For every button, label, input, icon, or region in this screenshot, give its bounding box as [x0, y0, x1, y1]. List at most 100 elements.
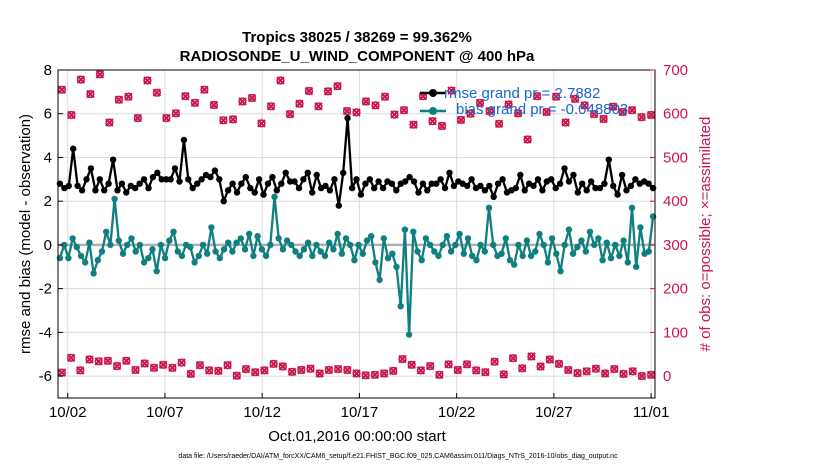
bias-point-40 — [225, 239, 232, 246]
obs-low-assimilated-57 — [582, 367, 591, 376]
bias-point-4 — [73, 243, 81, 251]
rmse-point-113 — [556, 180, 564, 187]
obs-low-possible-20 — [241, 365, 251, 374]
bias-point-17 — [128, 235, 135, 242]
bias-point-50 — [267, 241, 274, 249]
obs-high-assimilated-34 — [380, 92, 390, 101]
rmse-point-76 — [393, 187, 400, 194]
obs-high-assimilated-19 — [238, 97, 247, 106]
bias-point-100 — [477, 241, 484, 249]
y2-tick-label-5: 500 — [663, 149, 688, 166]
bias-point-112 — [527, 252, 535, 260]
rmse-point-64 — [340, 169, 347, 176]
obs-low-assimilated-54 — [554, 359, 564, 369]
rmse-point-81 — [415, 189, 422, 196]
rmse-point-53 — [291, 178, 298, 185]
obs-low-possible-36 — [389, 366, 398, 376]
obs-high-possible-5 — [105, 118, 114, 127]
obs-low-possible-15 — [195, 361, 205, 370]
obs-low-assimilated-29 — [324, 365, 334, 375]
obs-low-assimilated-41 — [435, 370, 444, 380]
obs-high-assimilated-55 — [580, 101, 589, 110]
rmse-point-86 — [437, 176, 444, 183]
obs-high-possible-47 — [504, 100, 513, 109]
obs-low-assimilated-51 — [527, 352, 536, 361]
obs-low-assimilated-43 — [453, 365, 463, 375]
bias-point-2 — [65, 254, 72, 262]
bias-point-58 — [300, 246, 308, 253]
obs-low-assimilated-14 — [186, 369, 196, 379]
y-tick-label-4: 2 — [44, 193, 52, 210]
rmse-point-32 — [198, 176, 205, 183]
bias-point-1 — [60, 241, 68, 249]
bias-point-134 — [620, 237, 627, 244]
obs-high-assimilated-25 — [295, 99, 304, 108]
obs-high-possible-62 — [646, 110, 656, 120]
obs-low-assimilated-40 — [425, 361, 435, 371]
obs-high-possible-13 — [181, 92, 190, 101]
bias-point-63 — [321, 252, 329, 260]
obs-low-assimilated-23 — [269, 359, 278, 369]
rmse-point-92 — [464, 182, 471, 190]
bias-point-101 — [481, 248, 488, 255]
obs-high-possible-41 — [447, 86, 456, 95]
bias-point-130 — [603, 239, 610, 246]
obs-low-assimilated-53 — [545, 355, 555, 364]
obs-high-assimilated-59 — [618, 107, 627, 117]
rmse-point-36 — [216, 176, 223, 183]
rmse-point-96 — [481, 187, 489, 194]
bias-point-115 — [540, 241, 547, 249]
bias-point-23 — [153, 268, 160, 275]
obs-low-assimilated-56 — [573, 368, 582, 378]
obs-low-assimilated-8 — [131, 365, 140, 375]
bias-point-74 — [368, 233, 375, 240]
bias-point-128 — [595, 235, 602, 242]
rmse-point-57 — [309, 189, 316, 196]
bias-point-90 — [435, 252, 442, 260]
rmse-point-11 — [105, 180, 112, 187]
obs-high-assimilated-1 — [67, 110, 76, 120]
obs-low-assimilated-13 — [177, 358, 186, 367]
obs-low-assimilated-9 — [140, 359, 149, 368]
bias-point-121 — [565, 226, 573, 233]
rmse-point-126 — [614, 191, 621, 198]
obs-high-assimilated-11 — [162, 113, 171, 123]
rmse-point-89 — [450, 182, 458, 190]
rmse-point-52 — [286, 178, 294, 185]
y2-tick-label-1: 100 — [663, 324, 688, 341]
bias-point-123 — [574, 243, 581, 251]
obs-low-possible-4 — [94, 357, 103, 366]
bias-point-136 — [628, 204, 636, 211]
obs-high-possible-44 — [475, 98, 485, 107]
bias-point-24 — [157, 241, 165, 249]
x-tick-label-2: 10/12 — [243, 404, 281, 421]
obs-low-assimilated-12 — [168, 363, 177, 373]
rmse-point-112 — [552, 184, 559, 192]
bias-point-70 — [351, 257, 358, 264]
bias-point-33 — [195, 252, 202, 260]
rmse-point-47 — [264, 180, 272, 187]
rmse-point-58 — [313, 171, 320, 179]
obs-low-possible-8 — [131, 365, 140, 375]
obs-high-assimilated-22 — [266, 102, 276, 111]
obs-low-assimilated-58 — [591, 364, 601, 373]
obs-high-assimilated-58 — [608, 102, 618, 111]
bias-point-97 — [464, 235, 472, 242]
bias-point-54 — [283, 237, 291, 244]
obs-low-assimilated-45 — [471, 366, 481, 375]
rmse-point-50 — [278, 180, 285, 187]
chart-subtitle: RADIOSONDE_U_WIND_COMPONENT @ 400 hPa — [180, 48, 535, 65]
bias-point-18 — [132, 248, 139, 255]
obs-series — [57, 70, 656, 381]
obs-high-assimilated-61 — [637, 112, 646, 122]
rmse-point-120 — [587, 178, 595, 185]
bias-point-124 — [578, 237, 585, 244]
rmse-point-37 — [220, 198, 227, 205]
obs-high-possible-53 — [561, 118, 570, 127]
bias-point-92 — [443, 233, 451, 240]
obs-high-possible-51 — [542, 107, 551, 117]
rmse-point-45 — [255, 176, 263, 183]
bias-point-28 — [174, 248, 181, 255]
obs-high-assimilated-49 — [523, 135, 532, 144]
obs-high-possible-40 — [437, 121, 447, 131]
